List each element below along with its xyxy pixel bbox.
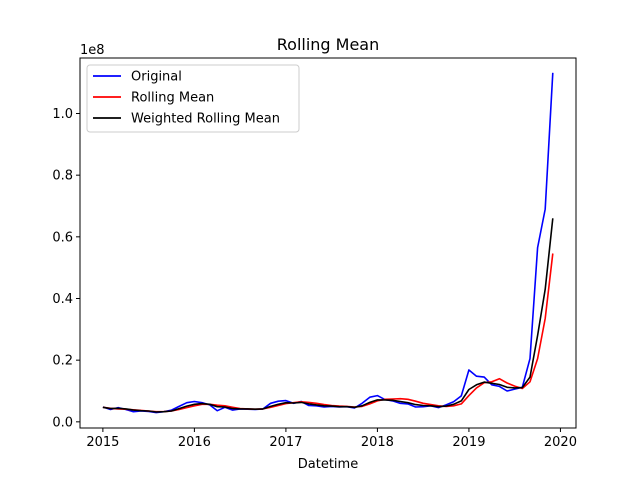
legend-box xyxy=(86,64,300,133)
y-tick-label: 0.6 xyxy=(52,230,73,245)
x-tick-label: 2016 xyxy=(178,435,211,450)
y-tick-label: 0.0 xyxy=(52,415,73,430)
x-axis: 2015 2016 2017 2018 2019 2020 xyxy=(86,428,577,450)
y-tick-label: 0.4 xyxy=(52,292,73,307)
legend-label: Weighted Rolling Mean xyxy=(131,112,280,127)
legend: Original Rolling Mean Weighted Rolling Mea… xyxy=(86,64,300,133)
x-tick-label: 2018 xyxy=(361,435,394,450)
legend-label: Original xyxy=(131,70,182,85)
y-tick-label: 1.0 xyxy=(52,107,73,122)
legend-label: Rolling Mean xyxy=(131,91,214,106)
y-offset-label: 1e8 xyxy=(80,43,105,58)
x-axis-label: Datetime xyxy=(298,457,358,472)
y-tick-label: 0.2 xyxy=(52,354,73,369)
y-axis: 0.0 0.2 0.4 0.6 0.8 1.0 xyxy=(52,107,80,430)
series-line-1 xyxy=(102,253,554,413)
chart-title: Rolling Mean xyxy=(277,35,380,54)
y-tick-label: 0.8 xyxy=(52,169,73,184)
plot-lines xyxy=(102,72,554,414)
x-tick-label: 2019 xyxy=(452,435,485,450)
x-tick-label: 2020 xyxy=(544,435,577,450)
x-tick-label: 2017 xyxy=(269,435,302,450)
series-line-2 xyxy=(102,218,554,413)
x-tick-label: 2015 xyxy=(86,435,119,450)
plot-frame xyxy=(79,57,577,429)
